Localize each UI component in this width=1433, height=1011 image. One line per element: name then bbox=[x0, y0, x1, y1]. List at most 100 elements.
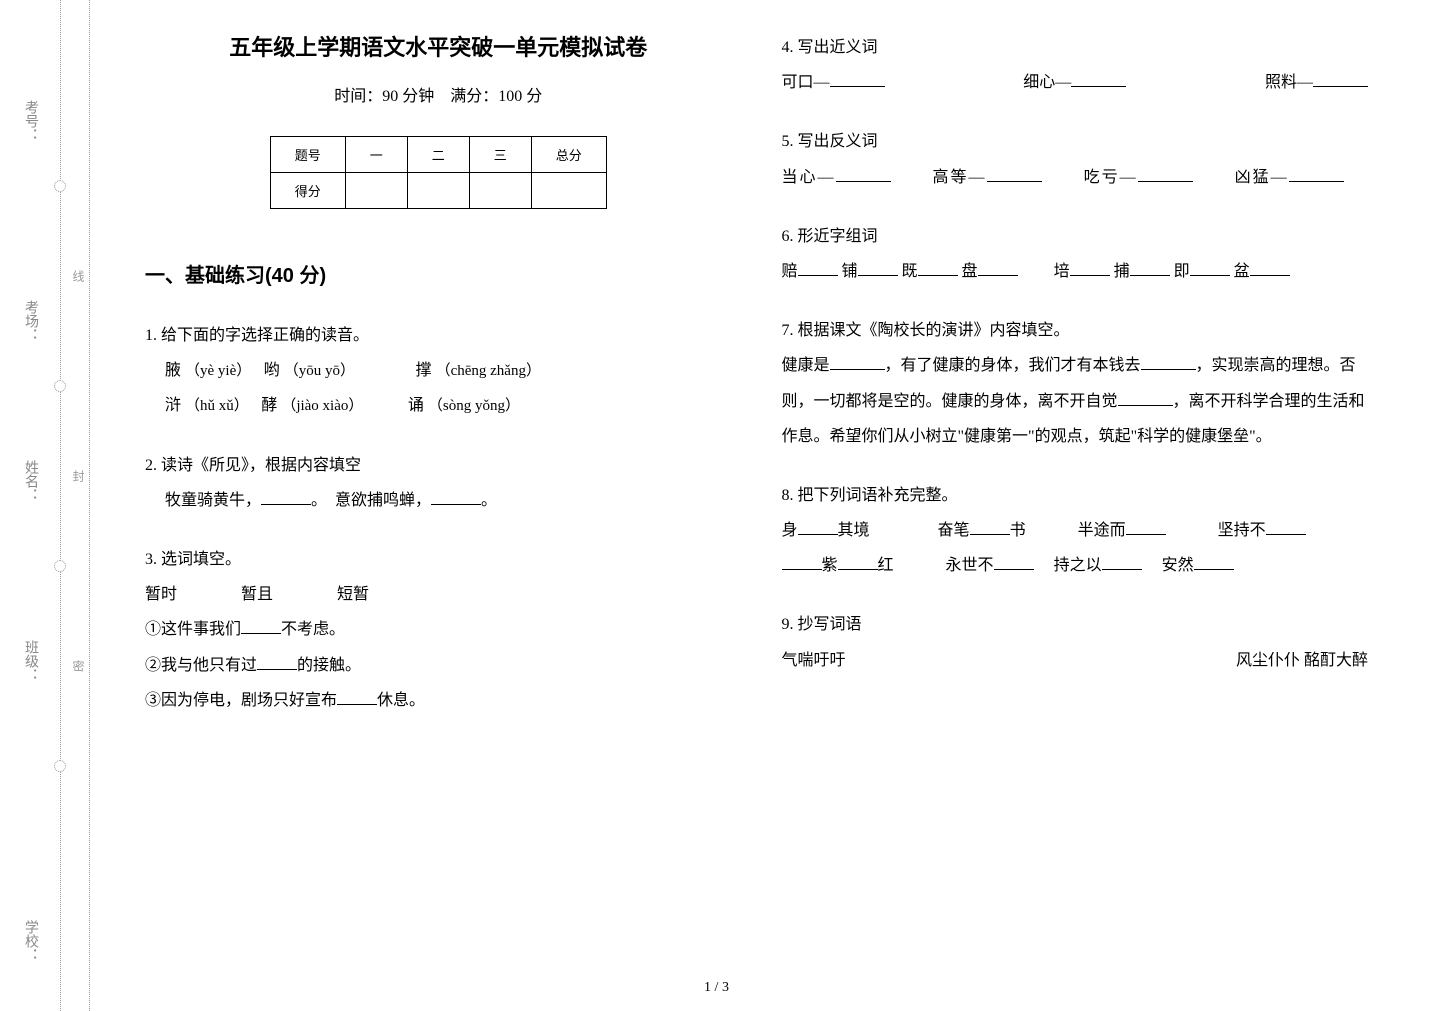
blank bbox=[987, 164, 1042, 182]
q1-char: 哟 bbox=[264, 362, 280, 379]
blank bbox=[836, 164, 891, 182]
blank bbox=[858, 258, 898, 276]
q8-text: 坚持不 bbox=[1218, 522, 1266, 539]
q4-row: 可口— 细心— 照料— bbox=[782, 65, 1369, 100]
th-2: 二 bbox=[407, 137, 469, 173]
q9-word: 风尘仆仆 酩酊大醉 bbox=[1236, 643, 1368, 678]
question-2: 2. 读诗《所见》，根据内容填空 牧童骑黄牛，。 意欲捕鸣蝉，。 bbox=[145, 448, 732, 518]
blank bbox=[838, 552, 878, 570]
q4-stem: 4. 写出近义词 bbox=[782, 30, 1369, 65]
content-area: 五年级上学期语文水平突破一单元模拟试卷 时间：90 分钟 满分：100 分 题号… bbox=[90, 0, 1433, 1011]
q9-row: 气喘吁吁 风尘仆仆 酩酊大醉 bbox=[782, 643, 1369, 678]
blank bbox=[970, 517, 1010, 535]
q7-text: 健康是 bbox=[782, 357, 830, 374]
seal-label: 封 bbox=[70, 470, 87, 482]
q8-text: 持之以 bbox=[1054, 557, 1102, 574]
binding-margin: 考号： 线 考场： 封 姓名： 密 班级： 学校： bbox=[0, 0, 90, 1011]
seal-label: 密 bbox=[70, 660, 87, 672]
circle-marker bbox=[54, 560, 66, 572]
q4-item: 照料— bbox=[1265, 65, 1368, 100]
q8-text: 身 bbox=[782, 522, 798, 539]
q6-char: 赔 bbox=[782, 263, 798, 280]
td-blank bbox=[345, 173, 407, 209]
class-label: 班级： bbox=[20, 640, 40, 682]
th-total: 总分 bbox=[531, 137, 606, 173]
blank bbox=[1070, 258, 1110, 276]
q2-stem: 2. 读诗《所见》，根据内容填空 bbox=[145, 448, 732, 483]
q5-stem: 5. 写出反义词 bbox=[782, 124, 1369, 159]
q8-text: 紫 bbox=[822, 557, 838, 574]
q2-text: 。 意欲捕鸣蝉， bbox=[311, 492, 431, 509]
q1-pinyin: （yè yiè） bbox=[185, 363, 244, 379]
q6-char: 捕 bbox=[1114, 263, 1130, 280]
blank bbox=[1118, 388, 1173, 406]
table-row: 得分 bbox=[270, 173, 606, 209]
blank bbox=[1266, 517, 1306, 535]
blank bbox=[1071, 69, 1126, 87]
blank bbox=[798, 258, 838, 276]
q3-line: ①这件事我们 不考虑。 bbox=[145, 612, 732, 647]
dotted-line bbox=[60, 0, 61, 1011]
q1-pinyin: （jiào xiào） bbox=[281, 398, 356, 414]
q1-items: 腋 （yè yiè） 哟 （yōu yō） 撑 （chēng zhǎng） 浒 … bbox=[145, 353, 732, 423]
blank bbox=[1130, 258, 1170, 276]
name-label: 姓名： bbox=[20, 460, 40, 502]
seal-label: 线 bbox=[70, 270, 87, 282]
q4-item: 可口— bbox=[782, 65, 885, 100]
blank bbox=[241, 616, 281, 634]
q8-text: 其境 bbox=[838, 522, 870, 539]
q4-text: 照料— bbox=[1265, 74, 1313, 91]
q3-text: 不考虑。 bbox=[281, 621, 345, 638]
blank bbox=[1313, 69, 1368, 87]
q8-row: 身其境 奋笔书 半途而 坚持不 bbox=[782, 513, 1369, 548]
q3-text: ③因为停电，剧场只好宣布 bbox=[145, 692, 337, 709]
td-blank bbox=[407, 173, 469, 209]
question-5: 5. 写出反义词 当心— 高等— 吃亏— 凶猛— bbox=[782, 124, 1369, 194]
td-blank bbox=[531, 173, 606, 209]
q5-row: 当心— 高等— 吃亏— 凶猛— bbox=[782, 160, 1369, 195]
blank bbox=[1126, 517, 1166, 535]
q3-text: 的接触。 bbox=[297, 657, 361, 674]
exam-id-label: 考号： bbox=[20, 100, 40, 142]
q9-stem: 9. 抄写词语 bbox=[782, 607, 1369, 642]
q6-stem: 6. 形近字组词 bbox=[782, 219, 1369, 254]
q4-text: 可口— bbox=[782, 74, 830, 91]
circle-marker bbox=[54, 180, 66, 192]
blank bbox=[978, 258, 1018, 276]
q3-words: 暂时 暂且 短暂 bbox=[145, 577, 732, 612]
q3-text: ①这件事我们 bbox=[145, 621, 241, 638]
th-number: 题号 bbox=[270, 137, 345, 173]
blank bbox=[798, 517, 838, 535]
q5-text: 高等— bbox=[933, 169, 987, 186]
q6-char: 培 bbox=[1054, 263, 1070, 280]
q3-stem: 3. 选词填空。 bbox=[145, 542, 732, 577]
blank bbox=[257, 652, 297, 670]
blank bbox=[782, 552, 822, 570]
page-number: 1 / 3 bbox=[704, 980, 729, 996]
blank bbox=[261, 487, 311, 505]
blank bbox=[337, 687, 377, 705]
q7-body: 健康是，有了健康的身体，我们才有本钱去，实现崇高的理想。否则，一切都将是空的。健… bbox=[782, 348, 1369, 454]
td-score-label: 得分 bbox=[270, 173, 345, 209]
q5-text: 当心— bbox=[782, 169, 836, 186]
q6-char: 盆 bbox=[1234, 263, 1250, 280]
q6-char: 铺 bbox=[842, 263, 858, 280]
q9-word: 气喘吁吁 bbox=[782, 643, 846, 678]
q1-pinyin: （yōu yō） bbox=[284, 363, 348, 379]
q6-char: 既 bbox=[902, 263, 918, 280]
school-label: 学校： bbox=[20, 920, 40, 962]
circle-marker bbox=[54, 380, 66, 392]
q1-pinyin: （hǔ xǔ） bbox=[185, 398, 241, 414]
question-8: 8. 把下列词语补充完整。 身其境 奋笔书 半途而 坚持不 紫红 永世不 持之以… bbox=[782, 478, 1369, 584]
blank bbox=[830, 69, 885, 87]
q8-text: 书 bbox=[1010, 522, 1026, 539]
blank bbox=[1250, 258, 1290, 276]
blank bbox=[1138, 164, 1193, 182]
left-column: 五年级上学期语文水平突破一单元模拟试卷 时间：90 分钟 满分：100 分 题号… bbox=[120, 30, 757, 991]
q8-text: 永世不 bbox=[946, 557, 994, 574]
q2-line: 牧童骑黄牛，。 意欲捕鸣蝉，。 bbox=[145, 483, 732, 518]
q1-stem: 1. 给下面的字选择正确的读音。 bbox=[145, 318, 732, 353]
circle-marker bbox=[54, 760, 66, 772]
q8-text: 红 bbox=[878, 557, 894, 574]
blank bbox=[1289, 164, 1344, 182]
